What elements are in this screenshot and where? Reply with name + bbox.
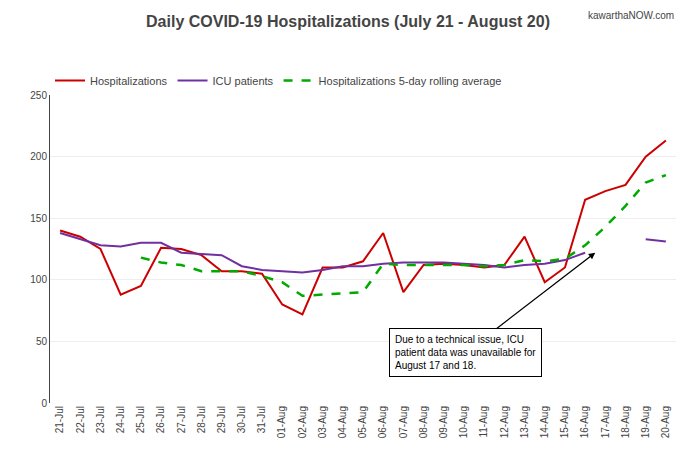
svg-text:Daily COVID-19 Hospitalization: Daily COVID-19 Hospitalizations (July 21… bbox=[146, 13, 550, 30]
svg-text:25-Jul: 25-Jul bbox=[135, 406, 146, 433]
svg-text:03-Aug: 03-Aug bbox=[317, 406, 328, 438]
svg-text:Hospitalizations 5-day rolling: Hospitalizations 5-day rolling average bbox=[319, 75, 502, 87]
svg-text:Due to a technical issue, ICUp: Due to a technical issue, ICUpatient dat… bbox=[395, 334, 536, 371]
svg-text:28-Jul: 28-Jul bbox=[196, 406, 207, 433]
svg-text:01-Aug: 01-Aug bbox=[276, 406, 287, 438]
svg-text:50: 50 bbox=[36, 336, 48, 347]
svg-text:09-Aug: 09-Aug bbox=[438, 406, 449, 438]
svg-text:100: 100 bbox=[30, 274, 47, 285]
svg-text:22-Jul: 22-Jul bbox=[75, 406, 86, 433]
svg-text:250: 250 bbox=[30, 90, 47, 101]
svg-text:21-Jul: 21-Jul bbox=[54, 406, 65, 433]
svg-text:12-Aug: 12-Aug bbox=[499, 406, 510, 438]
svg-text:02-Aug: 02-Aug bbox=[297, 406, 308, 438]
svg-text:150: 150 bbox=[30, 213, 47, 224]
svg-text:Hospitalizations: Hospitalizations bbox=[90, 75, 168, 87]
svg-text:18-Aug: 18-Aug bbox=[620, 406, 631, 438]
svg-text:27-Jul: 27-Jul bbox=[176, 406, 187, 433]
svg-text:30-Jul: 30-Jul bbox=[236, 406, 247, 433]
svg-text:20-Aug: 20-Aug bbox=[660, 406, 671, 438]
svg-text:16-Aug: 16-Aug bbox=[579, 406, 590, 438]
svg-text:0: 0 bbox=[41, 398, 47, 409]
svg-text:06-Aug: 06-Aug bbox=[377, 406, 388, 438]
svg-text:24-Jul: 24-Jul bbox=[115, 406, 126, 433]
svg-text:15-Aug: 15-Aug bbox=[559, 406, 570, 438]
svg-text:17-Aug: 17-Aug bbox=[600, 406, 611, 438]
svg-text:13-Aug: 13-Aug bbox=[519, 406, 530, 438]
svg-text:05-Aug: 05-Aug bbox=[357, 406, 368, 438]
svg-text:ICU patients: ICU patients bbox=[213, 75, 274, 87]
svg-text:10-Aug: 10-Aug bbox=[458, 406, 469, 438]
svg-text:14-Aug: 14-Aug bbox=[539, 406, 550, 438]
svg-text:23-Jul: 23-Jul bbox=[95, 406, 106, 433]
svg-text:kawarthaNOW.com: kawarthaNOW.com bbox=[588, 10, 674, 21]
svg-text:31-Jul: 31-Jul bbox=[256, 406, 267, 433]
svg-text:08-Aug: 08-Aug bbox=[418, 406, 429, 438]
svg-text:19-Aug: 19-Aug bbox=[640, 406, 651, 438]
svg-text:200: 200 bbox=[30, 151, 47, 162]
svg-text:04-Aug: 04-Aug bbox=[337, 406, 348, 438]
svg-text:11-Aug: 11-Aug bbox=[478, 406, 489, 438]
svg-text:26-Jul: 26-Jul bbox=[155, 406, 166, 433]
svg-text:29-Jul: 29-Jul bbox=[216, 406, 227, 433]
svg-text:07-Aug: 07-Aug bbox=[398, 406, 409, 438]
